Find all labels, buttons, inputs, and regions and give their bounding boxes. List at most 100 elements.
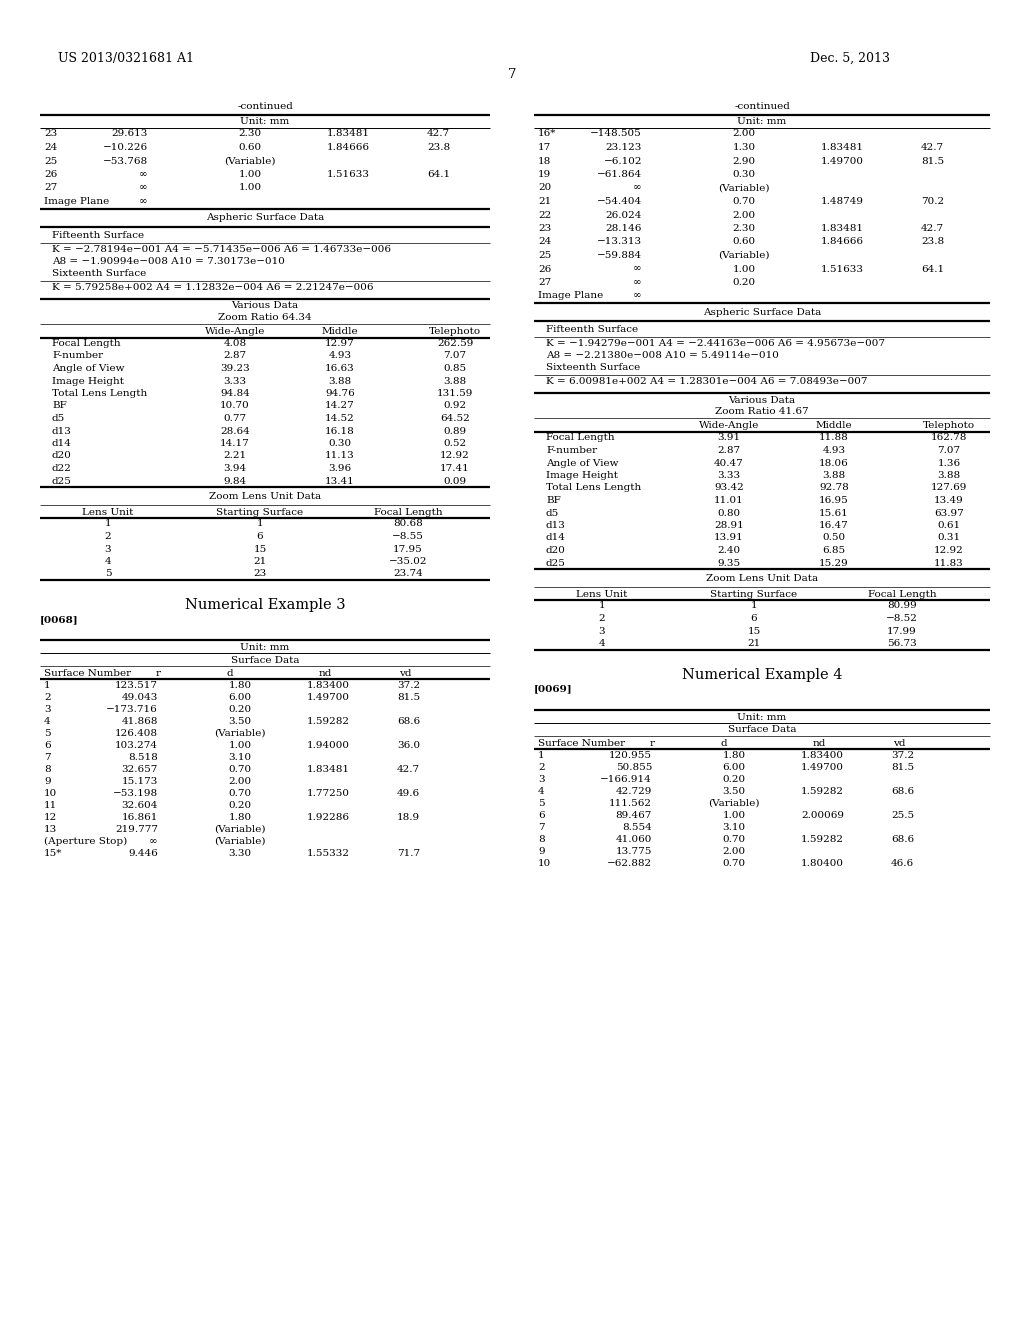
- Text: 22: 22: [538, 210, 551, 219]
- Text: 10: 10: [44, 789, 57, 799]
- Text: 0.20: 0.20: [228, 801, 252, 810]
- Text: Lens Unit: Lens Unit: [577, 590, 628, 599]
- Text: K = 6.00981e+002 A4 = 1.28301e−004 A6 = 7.08493e−007: K = 6.00981e+002 A4 = 1.28301e−004 A6 = …: [546, 378, 867, 385]
- Text: 3.10: 3.10: [228, 752, 252, 762]
- Text: 64.1: 64.1: [427, 170, 450, 180]
- Text: 2.00: 2.00: [723, 846, 745, 855]
- Text: 1.83481: 1.83481: [327, 129, 370, 139]
- Text: 25: 25: [538, 251, 551, 260]
- Text: 3.10: 3.10: [723, 822, 745, 832]
- Text: 27: 27: [538, 279, 551, 286]
- Text: 6: 6: [538, 810, 545, 820]
- Text: Sixteenth Surface: Sixteenth Surface: [546, 363, 640, 372]
- Text: 11.01: 11.01: [714, 496, 743, 506]
- Text: (Variable): (Variable): [718, 251, 770, 260]
- Text: 1.51633: 1.51633: [821, 264, 864, 273]
- Text: d14: d14: [52, 440, 72, 447]
- Text: Numerical Example 3: Numerical Example 3: [184, 598, 345, 612]
- Text: 6: 6: [751, 614, 758, 623]
- Text: Surface Number: Surface Number: [538, 738, 625, 747]
- Text: 1.83481: 1.83481: [821, 143, 864, 152]
- Text: 42.7: 42.7: [427, 129, 450, 139]
- Text: 3.30: 3.30: [228, 849, 252, 858]
- Text: 23.8: 23.8: [427, 143, 450, 152]
- Text: d22: d22: [52, 465, 72, 473]
- Text: Angle of View: Angle of View: [52, 364, 125, 374]
- Text: vd: vd: [893, 738, 905, 747]
- Text: −62.882: −62.882: [607, 858, 652, 867]
- Text: d25: d25: [546, 558, 566, 568]
- Text: 0.70: 0.70: [732, 197, 756, 206]
- Text: −8.55: −8.55: [392, 532, 424, 541]
- Text: Surface Number: Surface Number: [44, 669, 131, 678]
- Text: 0.60: 0.60: [239, 143, 261, 152]
- Text: Telephoto: Telephoto: [429, 326, 481, 335]
- Text: 23.123: 23.123: [605, 143, 642, 152]
- Text: 25: 25: [44, 157, 57, 165]
- Text: 3.91: 3.91: [718, 433, 740, 442]
- Text: 0.30: 0.30: [329, 440, 351, 447]
- Text: ∞: ∞: [634, 279, 642, 286]
- Text: 68.6: 68.6: [891, 834, 914, 843]
- Text: 3.88: 3.88: [443, 376, 467, 385]
- Text: 16.47: 16.47: [819, 521, 849, 531]
- Text: BF: BF: [52, 401, 67, 411]
- Text: 0.70: 0.70: [228, 789, 252, 799]
- Text: 41.868: 41.868: [122, 717, 158, 726]
- Text: 42.7: 42.7: [397, 766, 420, 774]
- Text: 0.31: 0.31: [937, 533, 961, 543]
- Text: 28.64: 28.64: [220, 426, 250, 436]
- Text: Zoom Lens Unit Data: Zoom Lens Unit Data: [706, 574, 818, 583]
- Text: Image Height: Image Height: [546, 471, 618, 480]
- Text: 1.55332: 1.55332: [307, 849, 350, 858]
- Text: 1.59282: 1.59282: [801, 834, 844, 843]
- Text: 16*: 16*: [538, 129, 556, 139]
- Text: Unit: mm: Unit: mm: [241, 116, 290, 125]
- Text: 64.1: 64.1: [921, 264, 944, 273]
- Text: 17: 17: [538, 143, 551, 152]
- Text: 5: 5: [538, 799, 545, 808]
- Text: 0.61: 0.61: [937, 521, 961, 531]
- Text: Total Lens Length: Total Lens Length: [546, 483, 641, 492]
- Text: 1.51633: 1.51633: [327, 170, 370, 180]
- Text: d13: d13: [546, 521, 566, 531]
- Text: 0.92: 0.92: [443, 401, 467, 411]
- Text: vd: vd: [398, 669, 412, 678]
- Text: −148.505: −148.505: [590, 129, 642, 139]
- Text: 2.87: 2.87: [223, 351, 247, 360]
- Text: Focal Length: Focal Length: [52, 339, 121, 348]
- Text: 7.07: 7.07: [937, 446, 961, 455]
- Text: 11.88: 11.88: [819, 433, 849, 442]
- Text: 3: 3: [104, 544, 112, 553]
- Text: 49.6: 49.6: [397, 789, 420, 799]
- Text: 17.99: 17.99: [887, 627, 916, 635]
- Text: 3.33: 3.33: [223, 376, 247, 385]
- Text: Image Height: Image Height: [52, 376, 124, 385]
- Text: 32.657: 32.657: [122, 766, 158, 774]
- Text: 5: 5: [44, 729, 50, 738]
- Text: 1.48749: 1.48749: [821, 197, 864, 206]
- Text: −35.02: −35.02: [389, 557, 427, 566]
- Text: 11: 11: [44, 801, 57, 810]
- Text: 13.49: 13.49: [934, 496, 964, 506]
- Text: −61.864: −61.864: [597, 170, 642, 180]
- Text: Surface Data: Surface Data: [230, 656, 299, 665]
- Text: 1.80: 1.80: [723, 751, 745, 759]
- Text: (Variable): (Variable): [224, 157, 275, 165]
- Text: d5: d5: [52, 414, 66, 422]
- Text: Fifteenth Surface: Fifteenth Surface: [52, 231, 144, 239]
- Text: 0.70: 0.70: [723, 834, 745, 843]
- Text: 50.855: 50.855: [615, 763, 652, 771]
- Text: 2.00: 2.00: [732, 210, 756, 219]
- Text: 1.80: 1.80: [228, 681, 252, 690]
- Text: Sixteenth Surface: Sixteenth Surface: [52, 268, 146, 277]
- Text: 1.84666: 1.84666: [327, 143, 370, 152]
- Text: 23: 23: [253, 569, 266, 578]
- Text: ∞: ∞: [634, 292, 642, 301]
- Text: 21: 21: [253, 557, 266, 566]
- Text: 24: 24: [44, 143, 57, 152]
- Text: 2: 2: [44, 693, 50, 702]
- Text: (Variable): (Variable): [214, 729, 266, 738]
- Text: 1.84666: 1.84666: [821, 238, 864, 247]
- Text: 1: 1: [44, 681, 50, 690]
